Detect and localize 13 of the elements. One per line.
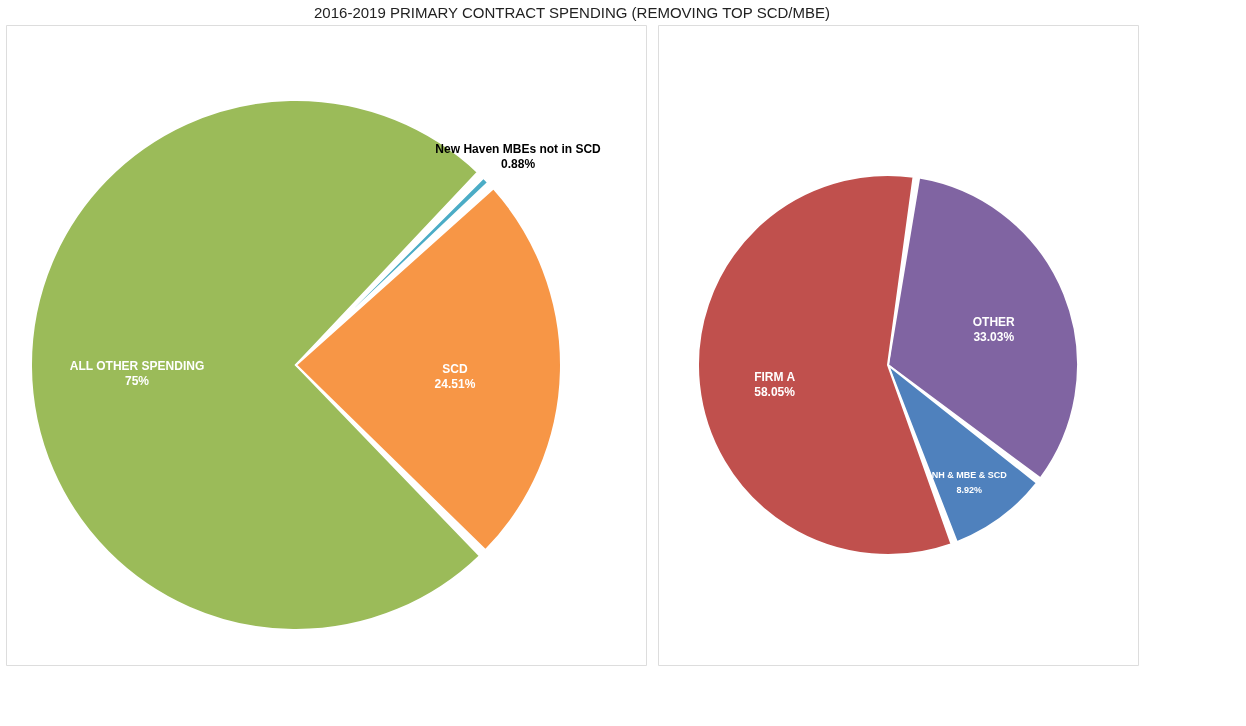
data-label: 75% [124,373,150,388]
data-label: 8.92% [956,485,983,496]
slice-label: ALL OTHER SPENDING [69,358,205,373]
data-label: 24.51% [434,376,476,391]
data-label: 58.05% [754,384,796,399]
slice-label: New Haven MBEs not in SCD [435,141,602,156]
data-label: 0.88% [501,156,536,171]
slice-label: SCD [442,361,468,376]
data-label: 33.03% [973,330,1015,345]
chart-title: 2016-2019 PRIMARY CONTRACT SPENDING (REMOVING TOP SCD/MBE) [314,3,830,21]
slice-label: FIRM A [754,369,796,384]
slice-label: NH & MBE & SCD [931,470,1008,481]
slice-label: OTHER [972,315,1016,330]
